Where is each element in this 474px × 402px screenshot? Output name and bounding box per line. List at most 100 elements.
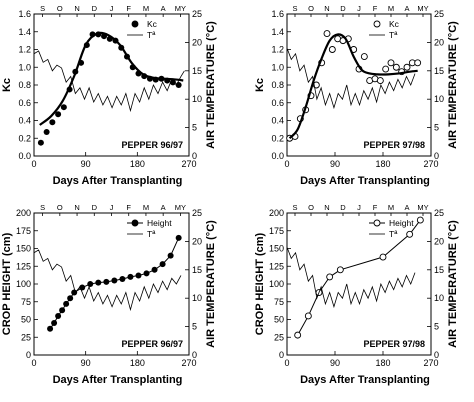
data-point — [59, 307, 66, 314]
y-tick-label: 1.4 — [271, 27, 284, 37]
panel-annotation: PEPPER 97/98 — [363, 140, 425, 150]
month-label: F — [373, 203, 378, 212]
y2-tick-label: 15 — [434, 265, 444, 275]
x-axis-title: Days After Transplanting — [300, 175, 430, 187]
y-tick-label: 100 — [16, 279, 31, 289]
month-label: F — [126, 4, 131, 13]
y-axis-title: CROP HEIGHT (cm) — [254, 232, 266, 335]
y-tick-label: 75 — [21, 297, 31, 307]
y2-tick-label: 20 — [192, 236, 202, 246]
series-line — [288, 33, 418, 140]
month-label: N — [324, 4, 329, 13]
y-tick-label: 0.8 — [18, 80, 31, 90]
y-tick-label: 200 — [269, 208, 284, 218]
legend-label: Tª — [147, 30, 156, 40]
x-tick-label: 270 — [181, 358, 196, 368]
data-point — [111, 277, 118, 284]
legend-swatch-marker — [131, 20, 139, 28]
data-point — [60, 104, 67, 111]
x-axis-title: Days After Transplanting — [300, 374, 430, 386]
legend-swatch-marker — [131, 219, 139, 227]
month-label: O — [308, 4, 314, 13]
series-kc — [286, 30, 422, 142]
y2-axis-title: AIR TEMPERATURE (°C) — [447, 220, 459, 348]
legend-label: Tª — [147, 229, 156, 239]
y-tick-label: 0.6 — [271, 98, 284, 108]
x-tick-label: 0 — [284, 358, 289, 368]
y2-tick-label: 20 — [434, 236, 444, 246]
x-tick-label: 0 — [31, 159, 36, 169]
month-label: J — [110, 203, 114, 212]
y-tick-label: 75 — [274, 297, 284, 307]
y-tick-label: 175 — [16, 226, 31, 236]
month-label: S — [292, 203, 297, 212]
chart-panel-top-right: S O N D J F M A MY 0 90 180 270 0.0 0.2 0.4 0.6 0.8 1.0 1.2… — [254, 4, 459, 187]
data-point — [43, 129, 50, 136]
data-point — [360, 53, 368, 61]
data-point — [376, 77, 384, 85]
y2-tick-label: 10 — [192, 293, 202, 303]
y2-tick-label: 0 — [192, 151, 197, 161]
legend-swatch-marker — [373, 20, 381, 28]
series-kc-fit — [288, 33, 418, 140]
data-point — [336, 266, 344, 274]
month-label: D — [92, 4, 98, 13]
y2-tick-label: 15 — [192, 265, 202, 275]
x-tick-label: 0 — [31, 358, 36, 368]
y-tick-label: 100 — [269, 279, 284, 289]
data-point — [414, 59, 422, 67]
y-tick-label: 200 — [16, 208, 31, 218]
x-tick-label: 180 — [130, 358, 145, 368]
x-tick-label: 270 — [423, 358, 438, 368]
month-label: M — [143, 203, 149, 212]
y-tick-label: 1.6 — [18, 9, 31, 19]
month-label: F — [373, 4, 378, 13]
data-point — [103, 278, 110, 285]
x-tick-label: 90 — [330, 358, 340, 368]
y2-tick-label: 5 — [192, 322, 197, 332]
data-point — [135, 272, 142, 279]
plot-frame — [33, 212, 190, 356]
month-label: D — [340, 4, 346, 13]
y2-axis-title: AIR TEMPERATURE (°C) — [447, 21, 459, 149]
y-axis-title: Kc — [254, 78, 266, 92]
legend-label: Height — [389, 218, 414, 228]
series-t- — [286, 47, 416, 110]
plot-frame — [33, 13, 190, 157]
y2-tick-label: 5 — [434, 322, 439, 332]
y2-tick-label: 25 — [192, 208, 202, 218]
y2-tick-label: 0 — [192, 350, 197, 360]
y-tick-label: 125 — [16, 261, 31, 271]
x-axis-title: Days After Transplanting — [53, 374, 183, 386]
data-point — [49, 119, 56, 126]
series-t- — [33, 50, 185, 113]
month-label: MY — [417, 203, 428, 212]
y-axis-title: Kc — [1, 78, 13, 92]
data-point — [323, 30, 331, 37]
month-label: S — [292, 4, 297, 13]
panel-annotation: PEPPER 97/98 — [363, 339, 425, 349]
month-label: J — [357, 203, 361, 212]
series-line — [286, 246, 416, 309]
y2-tick-label: 20 — [434, 37, 444, 47]
y-tick-label: 1.0 — [271, 62, 284, 72]
month-label: O — [308, 203, 314, 212]
x-tick-label: 180 — [375, 358, 390, 368]
y-tick-label: 175 — [269, 226, 284, 236]
y2-tick-label: 0 — [434, 151, 439, 161]
series-t- — [286, 246, 416, 309]
y-tick-label: 0.0 — [18, 151, 31, 161]
y-tick-label: 50 — [274, 315, 284, 325]
data-point — [326, 273, 334, 281]
y2-tick-label: 15 — [434, 66, 444, 76]
y-tick-label: 0.2 — [271, 133, 284, 143]
series-line — [33, 249, 182, 312]
series-kc-fit — [39, 31, 184, 126]
month-label: S — [40, 203, 45, 212]
series-line — [297, 219, 421, 336]
legend-swatch-marker — [373, 219, 381, 227]
data-point — [294, 331, 302, 339]
